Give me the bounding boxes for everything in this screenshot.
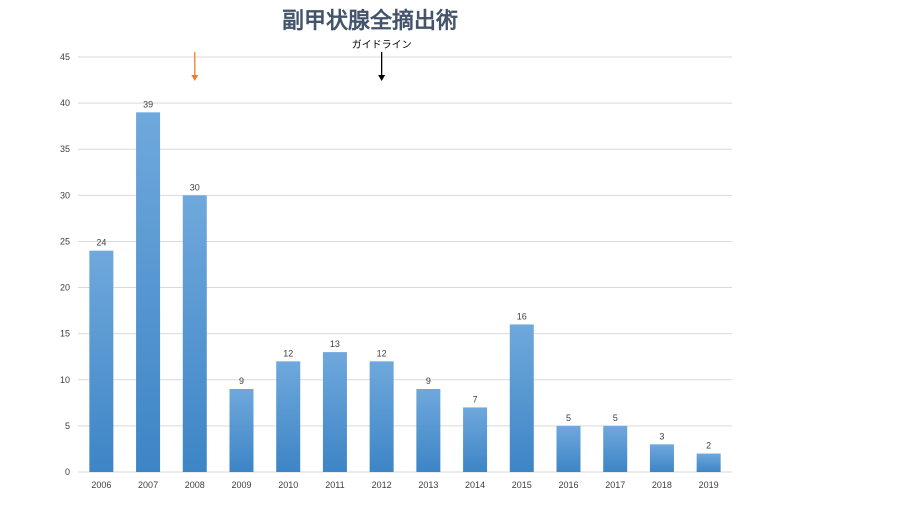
data-label: 12: [377, 348, 387, 358]
y-tick-label: 10: [60, 375, 70, 385]
bar: [649, 444, 674, 472]
bar: [182, 195, 207, 473]
bar: [416, 389, 441, 472]
data-label: 12: [283, 348, 293, 358]
x-tick-label: 2009: [231, 480, 251, 490]
x-tick-label: 2017: [605, 480, 625, 490]
x-axis: 2006 2007 2008 2009 2010 2011 2012 2013 2014 2015…: [91, 480, 718, 490]
annotation-arrow-icon: [378, 75, 386, 81]
bar: [136, 112, 161, 472]
data-label: 24: [96, 238, 106, 248]
bars: [89, 112, 721, 473]
data-label: 30: [190, 182, 200, 192]
bar: [463, 407, 488, 472]
bar: [89, 250, 114, 472]
y-tick-label: 45: [60, 52, 70, 62]
annotation-label: ガイドライン: [352, 39, 412, 51]
y-tick-label: 35: [60, 144, 70, 154]
y-tick-label: 15: [60, 329, 70, 339]
x-tick-label: 2010: [278, 480, 298, 490]
y-tick-label: 20: [60, 283, 70, 293]
data-label: 3: [659, 431, 664, 441]
data-label: 9: [426, 376, 431, 386]
y-tick-label: 5: [65, 421, 70, 431]
y-tick-label: 40: [60, 98, 70, 108]
bar: [696, 453, 721, 472]
data-label: 7: [473, 394, 478, 404]
bar: [322, 352, 347, 472]
x-tick-label: 2011: [325, 480, 344, 490]
x-tick-label: 2018: [652, 480, 672, 490]
bar: [556, 425, 581, 472]
x-tick-label: 2014: [465, 480, 485, 490]
y-tick-label: 0: [65, 467, 70, 477]
x-tick-label: 2013: [418, 480, 438, 490]
bar: [603, 425, 628, 472]
annotation-arrow-icon: [191, 75, 199, 81]
x-tick-label: 2016: [558, 480, 578, 490]
x-tick-label: 2015: [512, 480, 532, 490]
x-tick-label: 2008: [185, 480, 205, 490]
data-label: 5: [566, 413, 571, 423]
x-tick-label: 2007: [138, 480, 158, 490]
chart-title: 副甲状腺全摘出術: [282, 8, 458, 34]
bar: [276, 361, 301, 472]
data-label: 2: [706, 441, 711, 451]
y-tick-label: 30: [60, 190, 70, 200]
x-tick-label: 2019: [699, 480, 719, 490]
gridlines: [78, 56, 732, 473]
bar: [509, 324, 534, 472]
data-label: 39: [143, 99, 153, 109]
y-tick-label: 25: [60, 236, 70, 246]
x-tick-label: 2012: [372, 480, 392, 490]
y-axis: 0 5 10 15 20 25 30 35 40 45: [60, 52, 70, 477]
data-label: 5: [613, 413, 618, 423]
data-labels: 24 39 30 9 12 13 12 9 7 16 5 5 3 2: [96, 99, 711, 450]
bar: [369, 361, 394, 472]
x-tick-label: 2006: [91, 480, 111, 490]
data-label: 16: [517, 311, 527, 321]
data-label: 13: [330, 339, 340, 349]
annotations: ガイドライン: [191, 39, 412, 81]
data-label: 9: [239, 376, 244, 386]
bar: [229, 389, 254, 472]
